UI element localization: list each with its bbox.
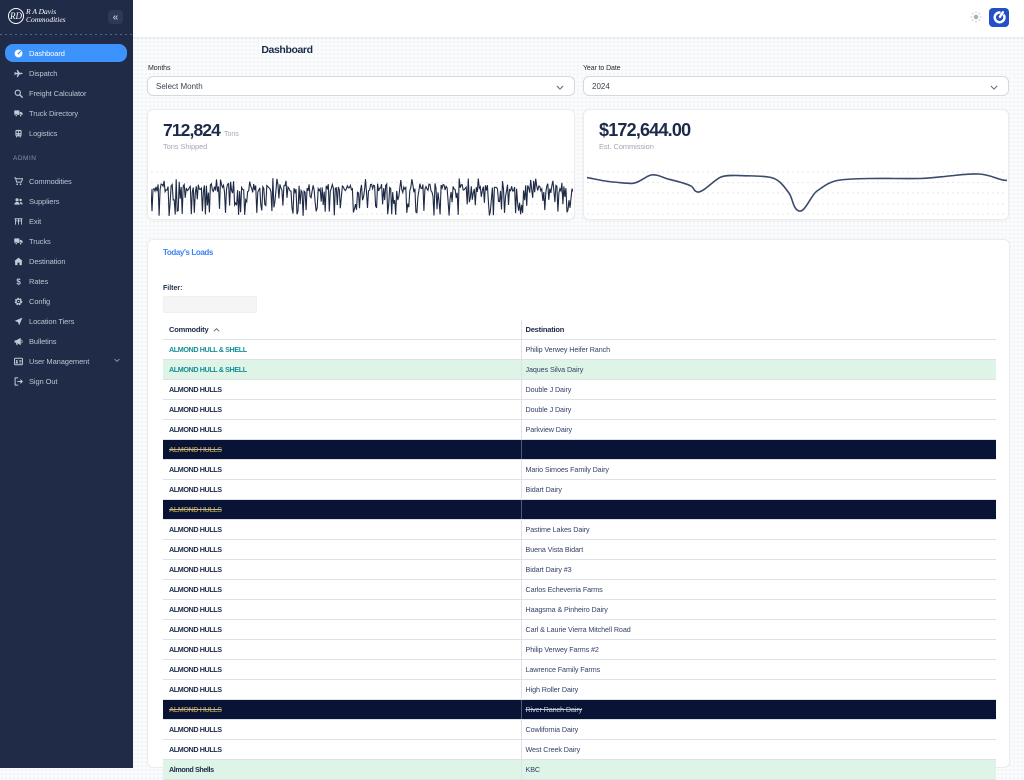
svg-text:$: $	[16, 277, 21, 286]
